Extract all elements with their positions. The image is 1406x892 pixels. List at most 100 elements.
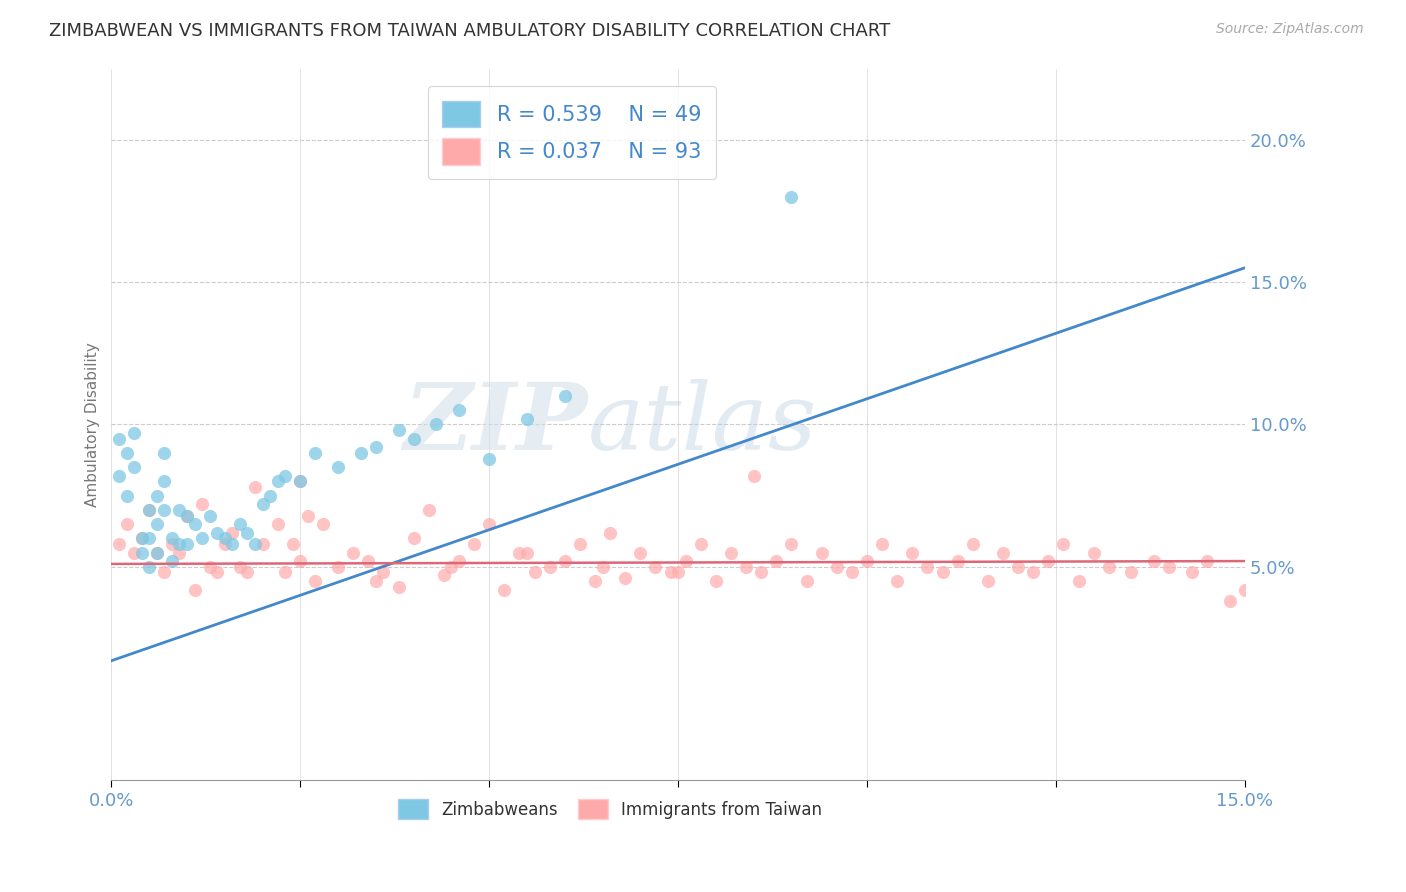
Point: [145, 517, 167, 532]
Point: [108, 468, 131, 483]
Point: [689, 537, 711, 551]
Point: [326, 460, 349, 475]
Point: [554, 389, 576, 403]
Point: [153, 566, 176, 580]
Point: [1038, 554, 1060, 568]
Point: [108, 537, 131, 551]
Point: [108, 432, 131, 446]
Point: [463, 537, 485, 551]
Point: [1052, 537, 1074, 551]
Point: [115, 517, 138, 532]
Point: [169, 503, 191, 517]
Point: [516, 545, 538, 559]
Point: [666, 566, 689, 580]
Point: [153, 446, 176, 460]
Point: [252, 497, 274, 511]
Point: [229, 559, 252, 574]
Point: [252, 537, 274, 551]
Point: [1195, 554, 1218, 568]
Point: [183, 517, 205, 532]
Point: [191, 497, 214, 511]
Point: [675, 554, 697, 568]
Point: [183, 582, 205, 597]
Point: [644, 559, 666, 574]
Point: [274, 468, 297, 483]
Point: [870, 537, 893, 551]
Point: [236, 566, 259, 580]
Point: [122, 545, 145, 559]
Point: [856, 554, 879, 568]
Point: [153, 503, 176, 517]
Point: [236, 525, 259, 540]
Point: [205, 525, 228, 540]
Point: [402, 432, 425, 446]
Point: [1022, 566, 1045, 580]
Point: [796, 574, 818, 588]
Point: [886, 574, 908, 588]
Point: [131, 545, 153, 559]
Point: [297, 508, 319, 523]
Point: [281, 537, 304, 551]
Point: [946, 554, 969, 568]
Point: [160, 554, 183, 568]
Point: [138, 531, 160, 545]
Point: [169, 545, 191, 559]
Point: [221, 537, 243, 551]
Point: [131, 531, 153, 545]
Point: [1219, 594, 1241, 608]
Point: [176, 508, 198, 523]
Point: [342, 545, 364, 559]
Point: [243, 480, 266, 494]
Point: [266, 517, 288, 532]
Point: [290, 475, 312, 489]
Point: [1067, 574, 1090, 588]
Point: [901, 545, 924, 559]
Point: [326, 559, 349, 574]
Point: [1007, 559, 1029, 574]
Point: [977, 574, 1000, 588]
Text: ZIP: ZIP: [404, 379, 588, 469]
Text: ZIMBABWEAN VS IMMIGRANTS FROM TAIWAN AMBULATORY DISABILITY CORRELATION CHART: ZIMBABWEAN VS IMMIGRANTS FROM TAIWAN AMB…: [49, 22, 890, 40]
Point: [214, 531, 236, 545]
Legend: Zimbabweans, Immigrants from Taiwan: Zimbabweans, Immigrants from Taiwan: [391, 793, 830, 825]
Point: [198, 508, 221, 523]
Point: [478, 451, 501, 466]
Point: [742, 468, 765, 483]
Point: [259, 489, 281, 503]
Point: [1083, 545, 1105, 559]
Point: [1233, 582, 1256, 597]
Point: [508, 545, 530, 559]
Text: atlas: atlas: [588, 379, 817, 469]
Point: [735, 559, 758, 574]
Point: [659, 566, 682, 580]
Point: [290, 475, 312, 489]
Point: [538, 559, 561, 574]
Point: [841, 566, 863, 580]
Point: [304, 446, 326, 460]
Point: [628, 545, 651, 559]
Y-axis label: Ambulatory Disability: Ambulatory Disability: [86, 342, 100, 507]
Point: [138, 503, 160, 517]
Point: [274, 566, 297, 580]
Point: [138, 559, 160, 574]
Point: [1121, 566, 1143, 580]
Point: [523, 566, 546, 580]
Point: [917, 559, 939, 574]
Point: [931, 566, 953, 580]
Point: [176, 537, 198, 551]
Point: [447, 554, 470, 568]
Point: [387, 580, 409, 594]
Text: Source: ZipAtlas.com: Source: ZipAtlas.com: [1216, 22, 1364, 37]
Point: [364, 574, 387, 588]
Point: [160, 537, 183, 551]
Point: [373, 566, 395, 580]
Point: [160, 531, 183, 545]
Point: [145, 545, 167, 559]
Point: [568, 537, 591, 551]
Point: [205, 566, 228, 580]
Point: [554, 554, 576, 568]
Point: [1181, 566, 1204, 580]
Point: [350, 446, 373, 460]
Point: [599, 525, 621, 540]
Point: [991, 545, 1014, 559]
